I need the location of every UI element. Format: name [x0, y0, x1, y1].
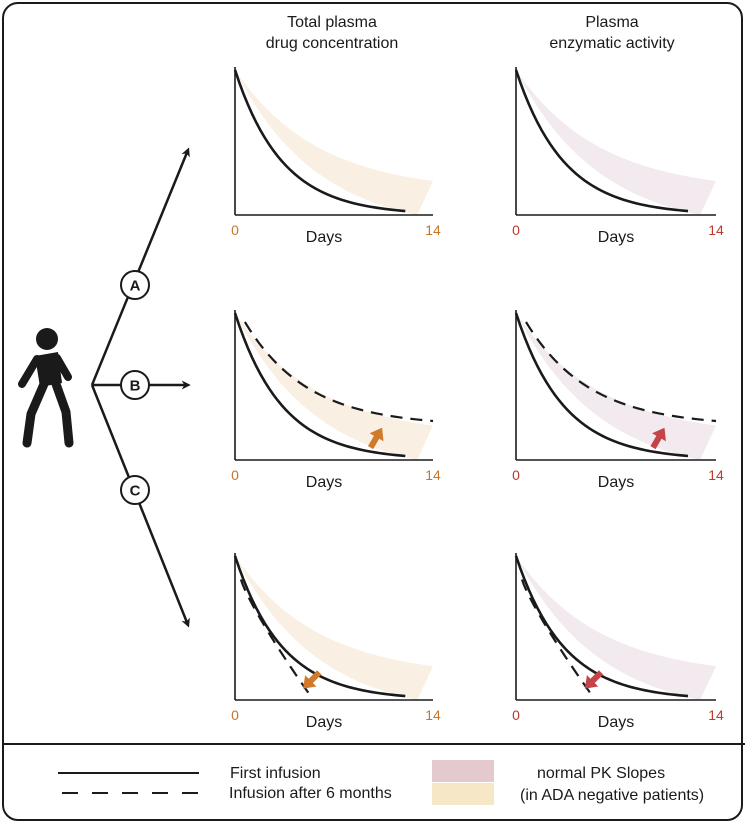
- legend-first-infusion: First infusion: [230, 765, 321, 782]
- first-infusion-curve: [233, 555, 406, 698]
- branch-node-a: A: [120, 270, 150, 300]
- branch-c-arrow: [90, 384, 190, 628]
- infusion-6mo-curve: [243, 321, 434, 423]
- down-arrow-icon: [584, 670, 604, 689]
- x-tick-min: 0: [231, 467, 239, 483]
- x-tick-min: 0: [512, 222, 520, 238]
- down-arrow-icon: [303, 670, 322, 689]
- x-axis-label: Days: [598, 229, 634, 246]
- column-title-line: Total plasma: [287, 14, 377, 31]
- arrow-shape: [367, 427, 384, 450]
- branch-label: C: [130, 483, 141, 500]
- pk-panel-c-concentration: 0 14 Days: [231, 553, 441, 731]
- first-infusion-curve: [514, 69, 689, 213]
- x-tick-min: 0: [231, 222, 239, 238]
- branch-a-arrow: [90, 147, 190, 386]
- x-tick-min: 0: [512, 467, 520, 483]
- column-title-concentration: Total plasma drug concentration: [212, 12, 452, 54]
- pk-panel-b-activity: 0 14 Days: [512, 310, 724, 491]
- x-tick-max: 14: [425, 222, 441, 238]
- infusion-6mo-curve: [239, 579, 310, 694]
- legend-ada-negative: (in ADA negative patients): [520, 787, 705, 804]
- x-tick-max: 14: [708, 707, 724, 723]
- branch-node-c: C: [120, 475, 150, 505]
- pk-panel-a-activity: 0 14 Days: [512, 67, 724, 246]
- normal-pk-band: [235, 313, 433, 460]
- branch-node-b: B: [120, 370, 150, 400]
- x-tick-max: 14: [708, 222, 724, 238]
- x-tick-max: 14: [425, 467, 441, 483]
- normal-pk-band: [235, 555, 433, 700]
- column-title-line: drug concentration: [265, 35, 399, 52]
- legend-yellow-swatch: [432, 783, 494, 805]
- x-tick-max: 14: [425, 707, 441, 723]
- column-title-line: enzymatic activity: [549, 35, 675, 52]
- column-title-activity: Plasma enzymatic activity: [492, 12, 732, 54]
- infusion-6mo-curve: [525, 321, 717, 423]
- legend-normal-pk: normal PK Slopes: [537, 765, 666, 782]
- x-axis-label: Days: [306, 714, 342, 731]
- normal-pk-band: [516, 313, 716, 460]
- pk-panel-b-concentration: 0 14 Days: [231, 310, 441, 491]
- first-infusion-curve: [514, 555, 689, 698]
- up-arrow-icon: [367, 427, 384, 450]
- legend-pink-swatch: [432, 760, 494, 782]
- first-infusion-curve: [514, 312, 689, 458]
- column-title-line: Plasma: [585, 14, 639, 31]
- walking-person-icon: [18, 328, 74, 448]
- x-axis-label: Days: [598, 714, 634, 731]
- legend-infusion-6mo: Infusion after 6 months: [229, 785, 392, 802]
- arrow-shape: [650, 427, 666, 450]
- legend-divider: [2, 743, 745, 745]
- x-tick-max: 14: [708, 467, 724, 483]
- pk-panels: 0 14 Days 0 14 Days 0 14 Days 0 14 Days 0 14 Days 0 14 Da…: [231, 67, 724, 731]
- x-axis-label: Days: [306, 229, 342, 246]
- normal-pk-band: [516, 555, 716, 700]
- x-tick-min: 0: [231, 707, 239, 723]
- legend: [58, 760, 494, 805]
- first-infusion-curve: [233, 69, 406, 213]
- first-infusion-curve: [233, 312, 406, 458]
- branch-label: A: [130, 278, 141, 295]
- pk-panel-a-concentration: 0 14 Days: [231, 67, 441, 246]
- x-axis-label: Days: [598, 474, 634, 491]
- normal-pk-band: [235, 69, 433, 216]
- pk-panel-c-activity: 0 14 Days: [512, 553, 724, 731]
- branch-label: B: [130, 378, 141, 395]
- x-axis-label: Days: [306, 474, 342, 491]
- infusion-6mo-curve: [520, 579, 591, 694]
- arrow-shape: [584, 670, 604, 689]
- x-tick-min: 0: [512, 707, 520, 723]
- normal-pk-band: [516, 69, 716, 216]
- up-arrow-icon: [650, 427, 666, 450]
- arrow-shape: [303, 670, 322, 689]
